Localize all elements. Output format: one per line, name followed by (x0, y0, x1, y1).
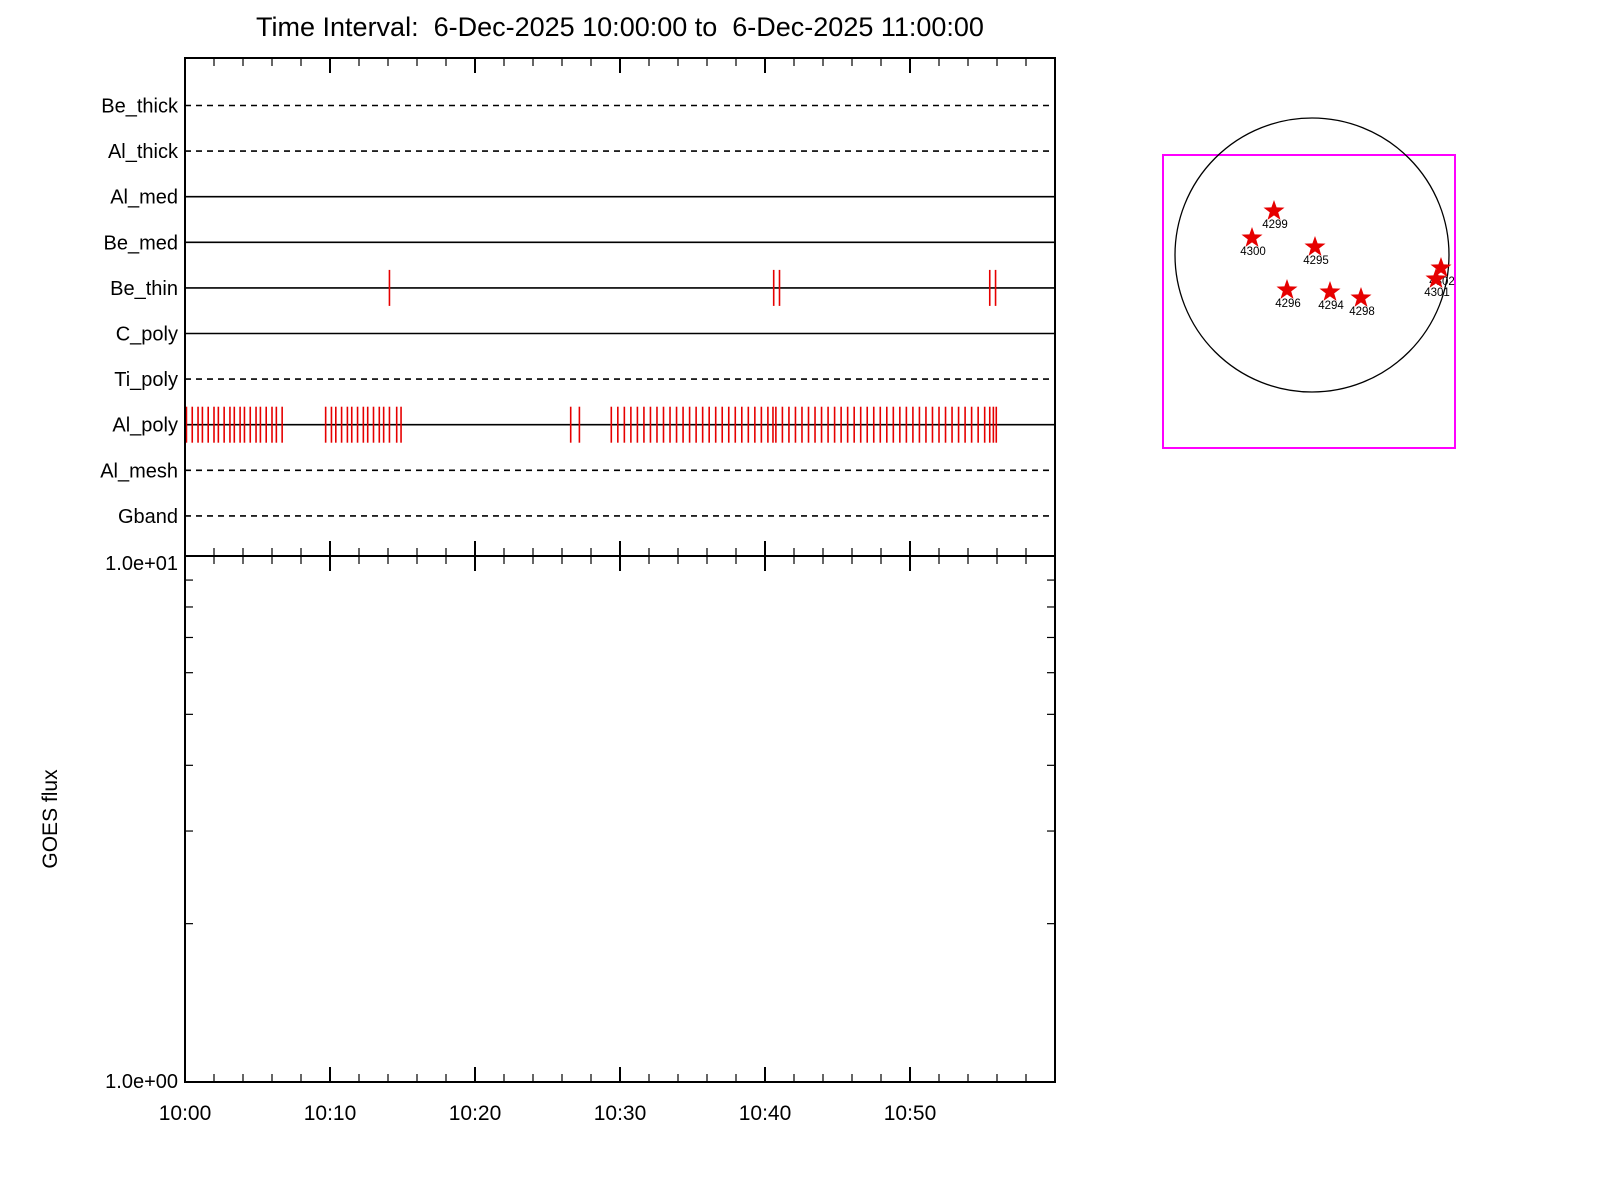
filter-panel-border (184, 57, 1056, 557)
x-axis-tick-label: 10:50 (884, 1102, 937, 1125)
filter-row-label: Al_med (110, 187, 178, 209)
solar-limb-circle (1174, 117, 1450, 393)
filter-row-label: Be_thin (110, 278, 178, 300)
x-axis-tick-label: 10:20 (449, 1102, 502, 1125)
filter-row-label: Ti_poly (114, 369, 178, 391)
active-region-label: 4299 (1262, 219, 1288, 231)
filter-row-label: C_poly (116, 324, 178, 346)
active-region-label: 4296 (1275, 298, 1301, 310)
y-axis-title: GOES flux (39, 769, 62, 869)
active-region-label: 4300 (1240, 246, 1266, 258)
y-axis-tick-label: 1.0e+01 (105, 553, 178, 575)
active-region-star (1425, 268, 1447, 288)
active-region-star (1304, 236, 1326, 256)
active-region-star (1241, 227, 1263, 247)
active-region-star (1350, 287, 1372, 307)
x-axis-tick-label: 10:40 (739, 1102, 792, 1125)
active-region-star (1430, 257, 1452, 277)
x-axis-tick-label: 10:00 (159, 1102, 212, 1125)
filter-row-label: Al_poly (112, 415, 178, 437)
x-axis-tick-label: 10:30 (594, 1102, 647, 1125)
goes-panel-border (184, 555, 1056, 1083)
filter-panel: Be_thick Al_thick Al_med Be_med Be_thin C_pol… (100, 57, 1056, 557)
active-region-label: 4301 (1424, 287, 1450, 299)
filter-row-label: Be_med (104, 232, 179, 254)
filter-row-label: Gband (118, 506, 178, 528)
active-region-label: 4295 (1303, 255, 1329, 267)
filter-row-label: Al_thick (108, 141, 179, 163)
fov-box (1162, 154, 1456, 449)
active-region-label: 4294 (1318, 300, 1344, 312)
filter-row-label: Al_mesh (100, 460, 178, 482)
active-region-label: 4298 (1349, 306, 1375, 318)
x-axis-tick-label: 10:10 (304, 1102, 357, 1125)
plot-title: Time Interval: 6-Dec-2025 10:00:00 to 6-… (256, 12, 984, 42)
goes-panel: 10:00 10:10 10:20 10:30 10:40 10:50 1.0e+01 1.0… (39, 553, 1056, 1125)
active-region-star (1276, 279, 1298, 299)
active-region-star (1263, 200, 1285, 220)
y-axis-tick-label: 1.0e+00 (105, 1071, 178, 1093)
filter-row-label: Be_thick (101, 96, 179, 118)
active-region-star (1319, 281, 1341, 301)
